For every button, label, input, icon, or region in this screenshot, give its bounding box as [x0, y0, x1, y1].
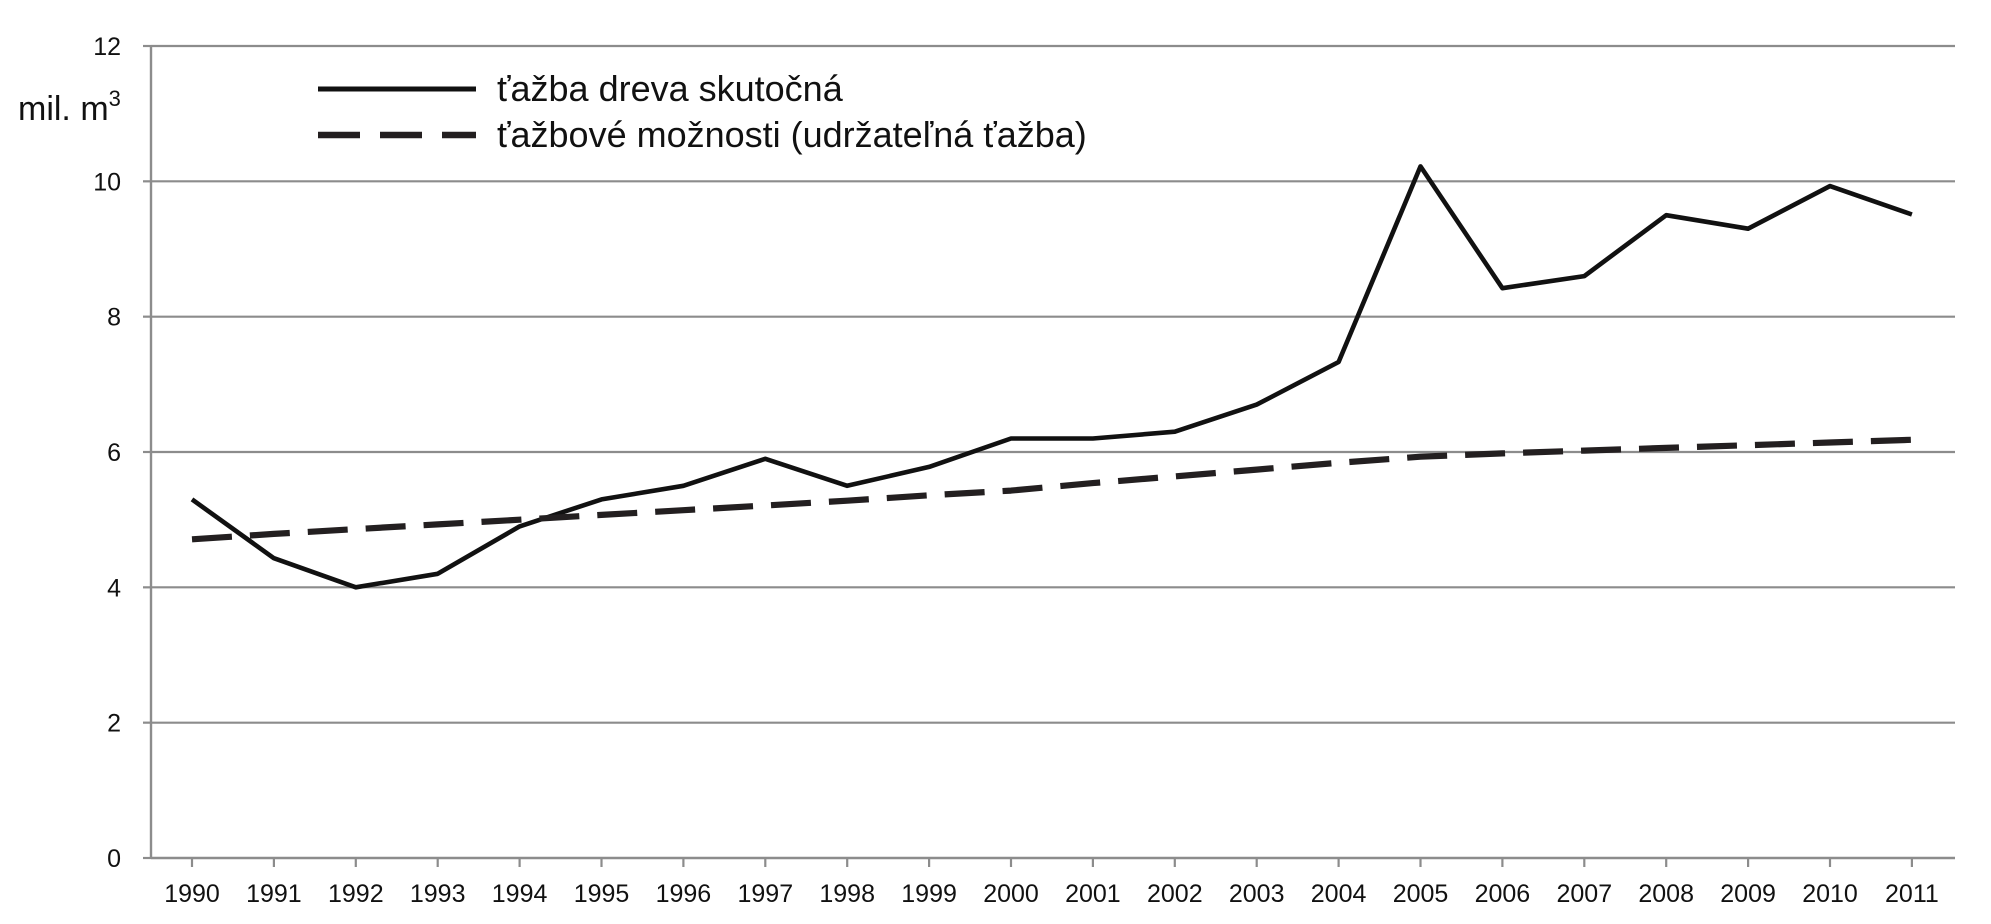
legend: ťažba dreva skutočná ťažbové možnosti (ud…: [318, 68, 1087, 155]
x-tick-label-2008: 2008: [1638, 880, 1694, 908]
y-tick-label-6: 6: [107, 439, 121, 467]
x-tick-label-1996: 1996: [656, 880, 712, 908]
series-line-2: [191, 436, 1913, 543]
y-tick-label-4: 4: [107, 574, 121, 602]
y-tick-label-2: 2: [107, 710, 121, 738]
x-tick-label-2009: 2009: [1720, 880, 1776, 908]
y-tick-label-0: 0: [107, 845, 121, 873]
x-tick-label-2010: 2010: [1802, 880, 1858, 908]
x-tick-label-2002: 2002: [1147, 880, 1203, 908]
x-tick-label-1995: 1995: [574, 880, 630, 908]
x-tick-label-2003: 2003: [1229, 880, 1285, 908]
y-axis-label: mil. m3: [18, 86, 121, 128]
axes: [149, 46, 1955, 867]
legend-label-2: ťažbové možnosti (udržateľná ťažba): [497, 114, 1087, 155]
x-tick-label-1997: 1997: [737, 880, 793, 908]
x-tick-label-1999: 1999: [901, 880, 957, 908]
x-tick-label-1998: 1998: [819, 880, 875, 908]
y-tick-label-10: 10: [93, 168, 121, 196]
y-tick-label-8: 8: [107, 304, 121, 332]
x-tick-label-1994: 1994: [492, 880, 548, 908]
x-tick-label-2005: 2005: [1393, 880, 1449, 908]
x-tick-labels: 1990 1991 1992 1993 1994 1995 1996 1997 1998 1999…: [164, 880, 1939, 908]
series-line-1: [190, 164, 1913, 590]
y-tick-label-12: 12: [93, 33, 121, 61]
y-tick-labels: 0 2 4 6 8 10 12: [93, 33, 121, 873]
series-lines: [190, 164, 1913, 590]
x-tick-label-2001: 2001: [1065, 880, 1121, 908]
x-tick-label-1992: 1992: [328, 880, 384, 908]
x-tick-label-2000: 2000: [983, 880, 1039, 908]
x-tick-label-2007: 2007: [1556, 880, 1612, 908]
legend-label-1: ťažba dreva skutočná: [497, 68, 844, 109]
x-tick-label-2004: 2004: [1311, 880, 1367, 908]
gridlines: [143, 44, 1955, 860]
x-tick-label-2011: 2011: [1885, 880, 1939, 908]
x-tick-label-1993: 1993: [410, 880, 466, 908]
x-tick-label-2006: 2006: [1475, 880, 1531, 908]
x-tick-label-1990: 1990: [164, 880, 220, 908]
y-axis-label-superscript: 3: [109, 86, 121, 111]
x-tick-label-1991: 1991: [246, 880, 302, 908]
